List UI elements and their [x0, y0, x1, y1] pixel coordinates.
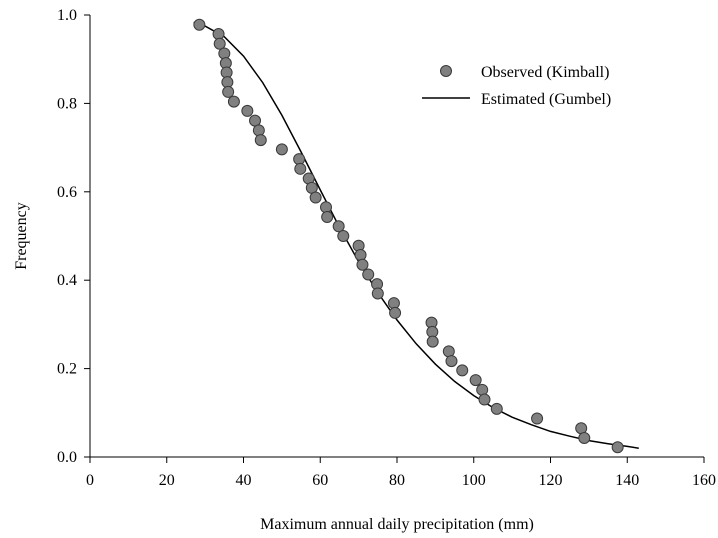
data-point-observed	[332, 220, 345, 233]
legend-label-observed: Observed (Kimball)	[481, 64, 609, 81]
data-point-observed	[309, 191, 322, 204]
data-point-observed	[321, 210, 334, 223]
data-point-observed	[476, 383, 489, 396]
y-tick-label: 0.2	[57, 361, 77, 378]
series-points-observed	[193, 18, 624, 454]
data-point-observed	[275, 143, 288, 156]
data-point-observed	[227, 95, 240, 108]
x-tick-label: 120	[539, 472, 563, 489]
data-point-observed	[252, 124, 265, 137]
data-point-observed	[371, 287, 384, 300]
y-axis-ticks: 0.0 0.2 0.4 0.6 0.8 1.0	[57, 7, 90, 466]
data-point-observed	[578, 431, 591, 444]
x-tick-label: 100	[462, 472, 486, 489]
data-point-observed	[531, 412, 544, 425]
y-tick-label: 0.0	[57, 449, 77, 466]
x-axis-ticks: 0 20 40 60 80 100 120 140 160	[86, 457, 716, 489]
data-point-observed	[356, 258, 369, 271]
data-point-observed	[213, 37, 226, 50]
data-point-observed	[426, 335, 439, 348]
x-tick-label: 80	[389, 472, 405, 489]
data-point-observed	[294, 162, 307, 175]
x-tick-label: 20	[159, 472, 175, 489]
x-tick-label: 160	[692, 472, 716, 489]
data-point-observed	[456, 364, 469, 377]
data-point-observed	[222, 85, 235, 98]
data-point-observed	[354, 249, 367, 262]
x-tick-label: 140	[615, 472, 639, 489]
data-point-observed	[337, 230, 350, 242]
legend: Observed (Kimball) Estimated (Gumbel)	[422, 64, 611, 108]
data-point-observed	[469, 374, 482, 387]
y-axis-label: Frequency	[13, 202, 30, 270]
data-point-observed	[362, 268, 375, 281]
data-point-observed	[389, 306, 402, 319]
data-point-observed	[490, 402, 503, 415]
data-point-observed	[193, 18, 206, 31]
y-tick-label: 0.6	[57, 184, 77, 201]
legend-marker-observed	[440, 65, 452, 77]
series-line-estimated	[193, 21, 639, 449]
y-tick-label: 0.8	[57, 95, 77, 112]
data-point-observed	[478, 393, 491, 406]
legend-label-estimated: Estimated (Gumbel)	[481, 91, 611, 108]
y-tick-label: 1.0	[57, 7, 77, 24]
data-point-observed	[254, 134, 267, 147]
x-tick-label: 60	[312, 472, 328, 489]
x-tick-label: 0	[86, 472, 94, 489]
x-tick-label: 40	[236, 472, 252, 489]
x-axis-label: Maximum annual daily precipitation (mm)	[260, 516, 534, 533]
y-tick-label: 0.4	[57, 272, 77, 289]
data-point-observed	[241, 104, 254, 117]
plot-area: 0 20 40 60 80 100 120 140 160 0.0 0.2 0.4 0.6 0.8 1.0	[57, 7, 716, 489]
data-point-observed	[445, 355, 458, 368]
data-point-observed	[218, 47, 231, 60]
data-point-observed	[611, 441, 624, 454]
